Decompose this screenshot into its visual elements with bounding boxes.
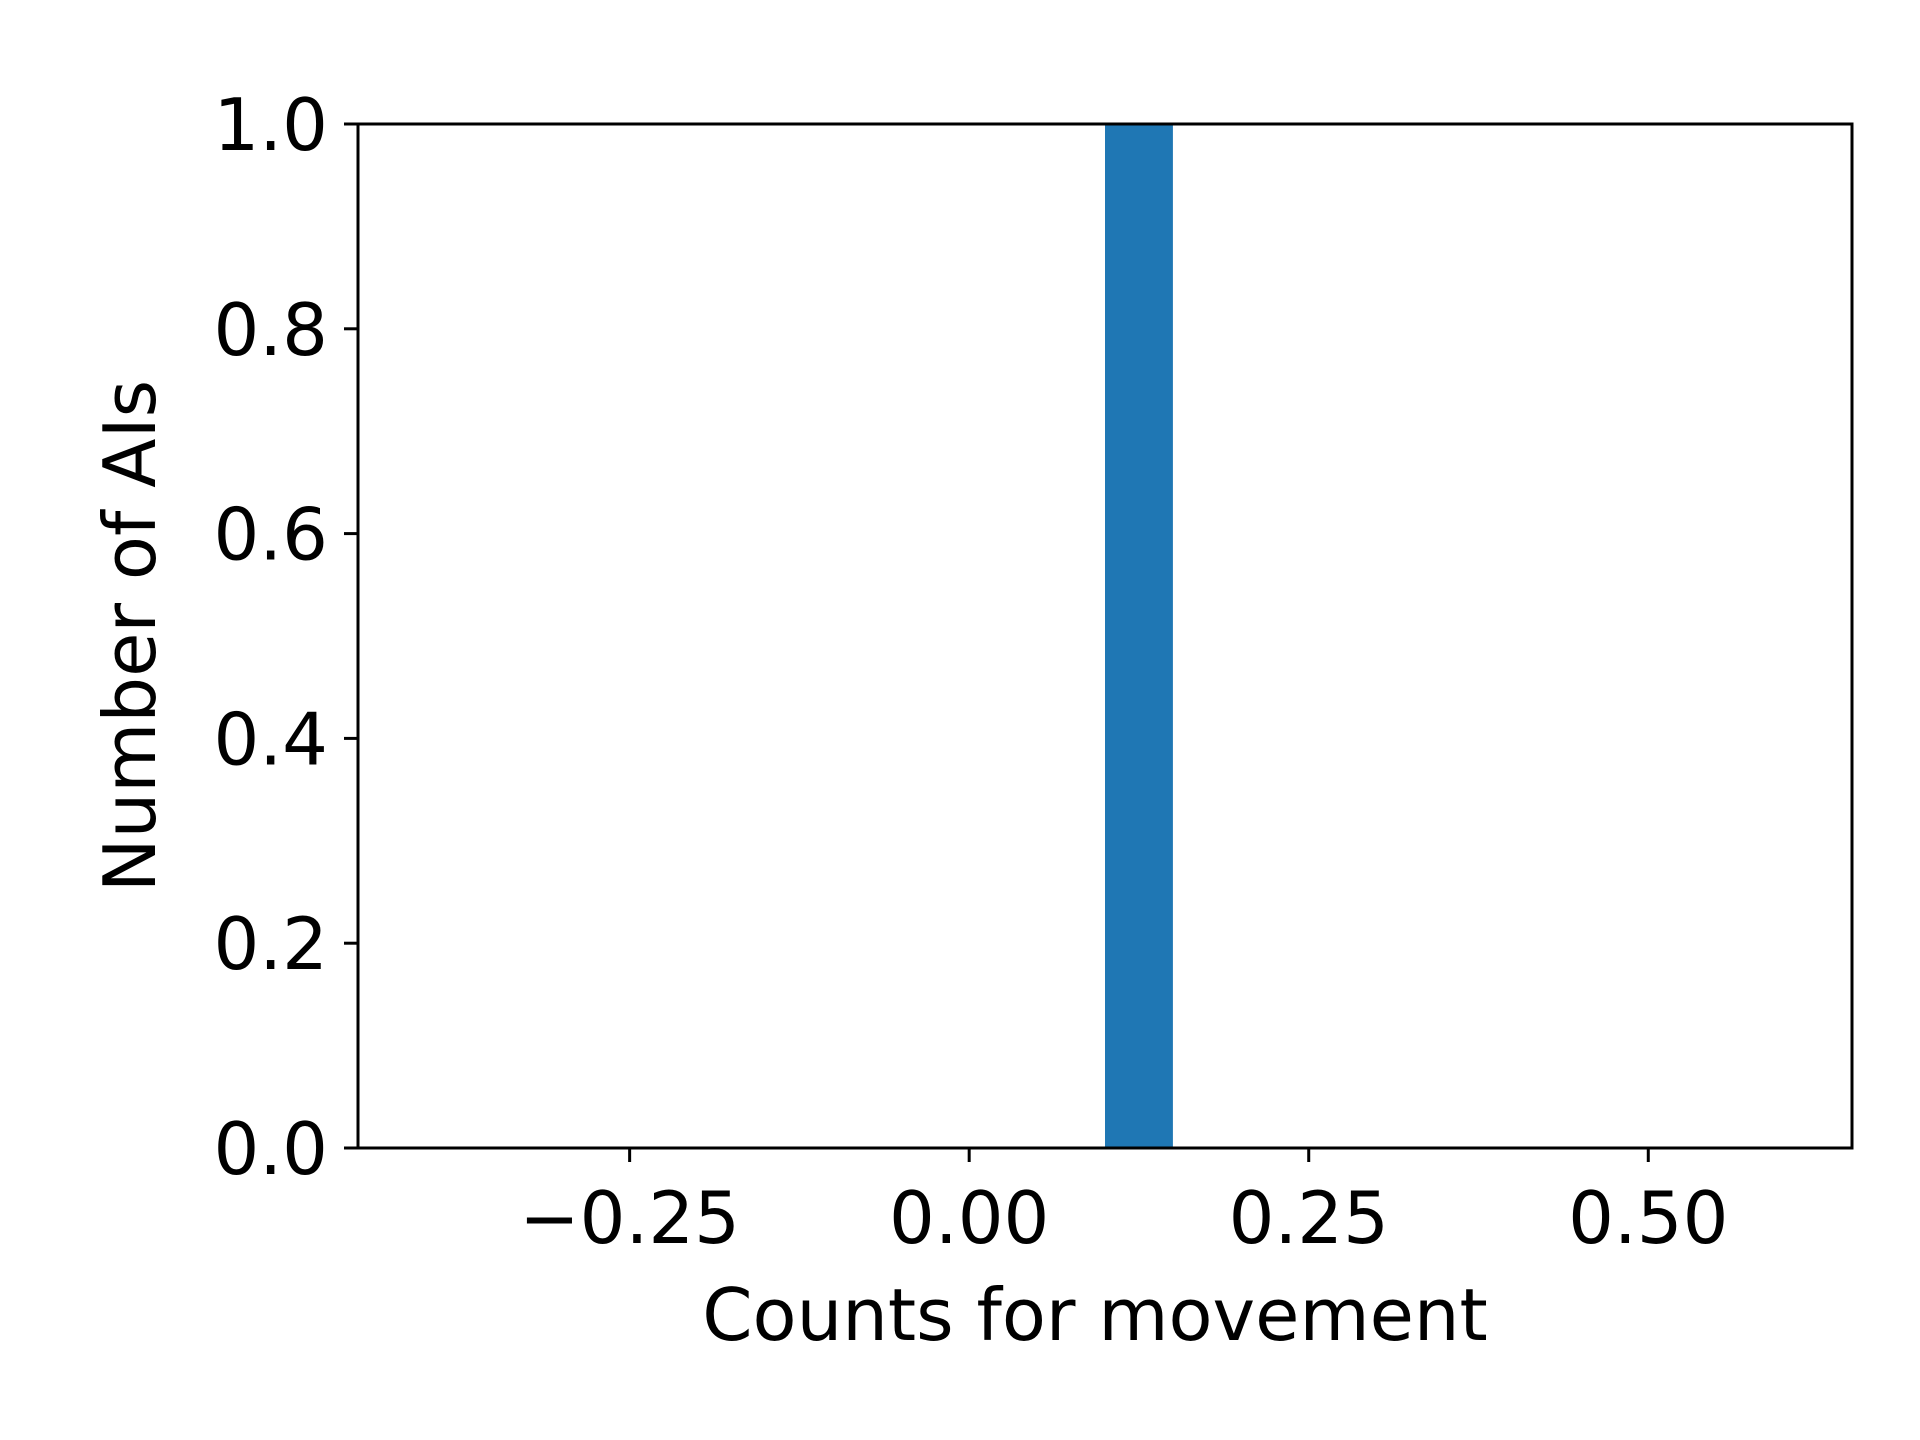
y-tick-label: 0.0 <box>213 1107 328 1191</box>
y-axis-ticks: 0.0 0.2 0.4 0.6 0.8 1.0 <box>213 83 358 1191</box>
y-tick-label: 0.2 <box>213 902 328 986</box>
y-axis-label: Number of AIs <box>88 380 172 892</box>
x-tick-label: 0.25 <box>1229 1176 1389 1260</box>
plot-frame <box>356 122 1854 1150</box>
x-tick-label: −0.25 <box>519 1176 740 1260</box>
x-tick-label: 0.50 <box>1568 1176 1728 1260</box>
bar-0 <box>1105 124 1173 1148</box>
y-tick-label: 0.6 <box>213 493 328 577</box>
x-axis-ticks: −0.25 0.00 0.25 0.50 <box>519 1148 1728 1260</box>
x-axis-label: Counts for movement <box>702 1273 1488 1357</box>
bars-layer <box>1105 124 1173 1148</box>
x-tick-label: 0.00 <box>889 1176 1049 1260</box>
y-tick-label: 0.4 <box>213 697 328 781</box>
y-tick-label: 1.0 <box>213 83 328 167</box>
y-tick-label: 0.8 <box>213 288 328 372</box>
